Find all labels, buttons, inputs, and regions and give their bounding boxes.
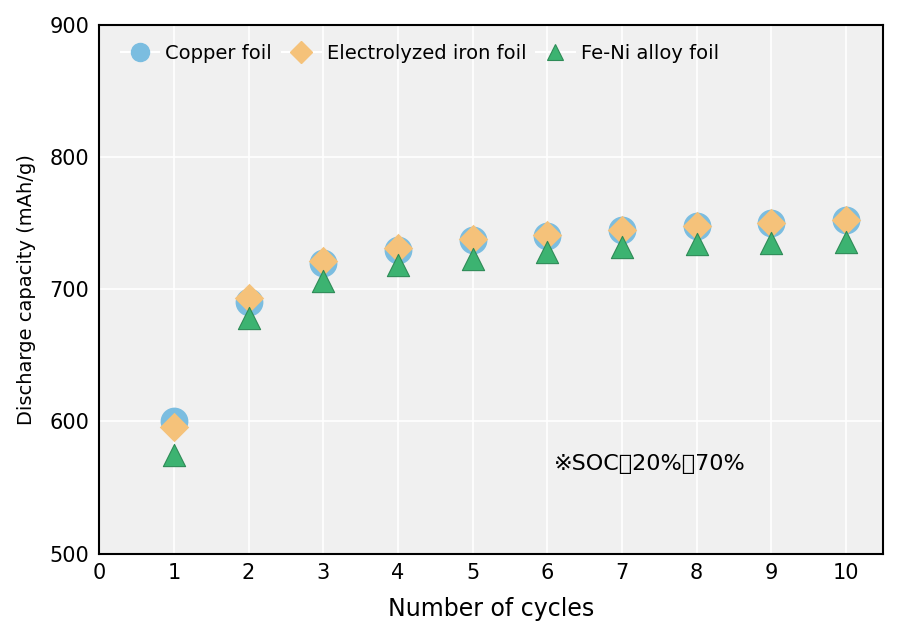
Point <box>764 218 778 228</box>
Point <box>615 225 629 235</box>
Point <box>839 215 853 225</box>
Point <box>465 254 480 264</box>
Point <box>689 221 704 231</box>
Legend: Copper foil, Electrolyzed iron foil, Fe-Ni alloy foil: Copper foil, Electrolyzed iron foil, Fe-… <box>112 36 726 70</box>
Point <box>689 239 704 249</box>
Point <box>764 218 778 228</box>
Point <box>465 234 480 244</box>
Y-axis label: Discharge capacity (mAh/g): Discharge capacity (mAh/g) <box>17 154 36 425</box>
Point <box>839 215 853 225</box>
Point <box>241 297 256 308</box>
Point <box>540 247 554 257</box>
Point <box>166 422 181 432</box>
Point <box>391 243 405 253</box>
Point <box>689 221 704 231</box>
Point <box>166 449 181 459</box>
X-axis label: Number of cycles: Number of cycles <box>388 597 594 621</box>
Point <box>166 417 181 427</box>
Point <box>615 242 629 252</box>
Point <box>241 293 256 304</box>
Point <box>391 244 405 255</box>
Point <box>615 225 629 235</box>
Point <box>316 276 330 286</box>
Point <box>241 313 256 323</box>
Point <box>839 237 853 247</box>
Text: ※SOC：20%～70%: ※SOC：20%～70% <box>554 454 746 474</box>
Point <box>764 238 778 248</box>
Point <box>540 230 554 240</box>
Point <box>316 258 330 268</box>
Point <box>316 256 330 267</box>
Point <box>391 260 405 271</box>
Point <box>465 235 480 246</box>
Point <box>540 231 554 241</box>
